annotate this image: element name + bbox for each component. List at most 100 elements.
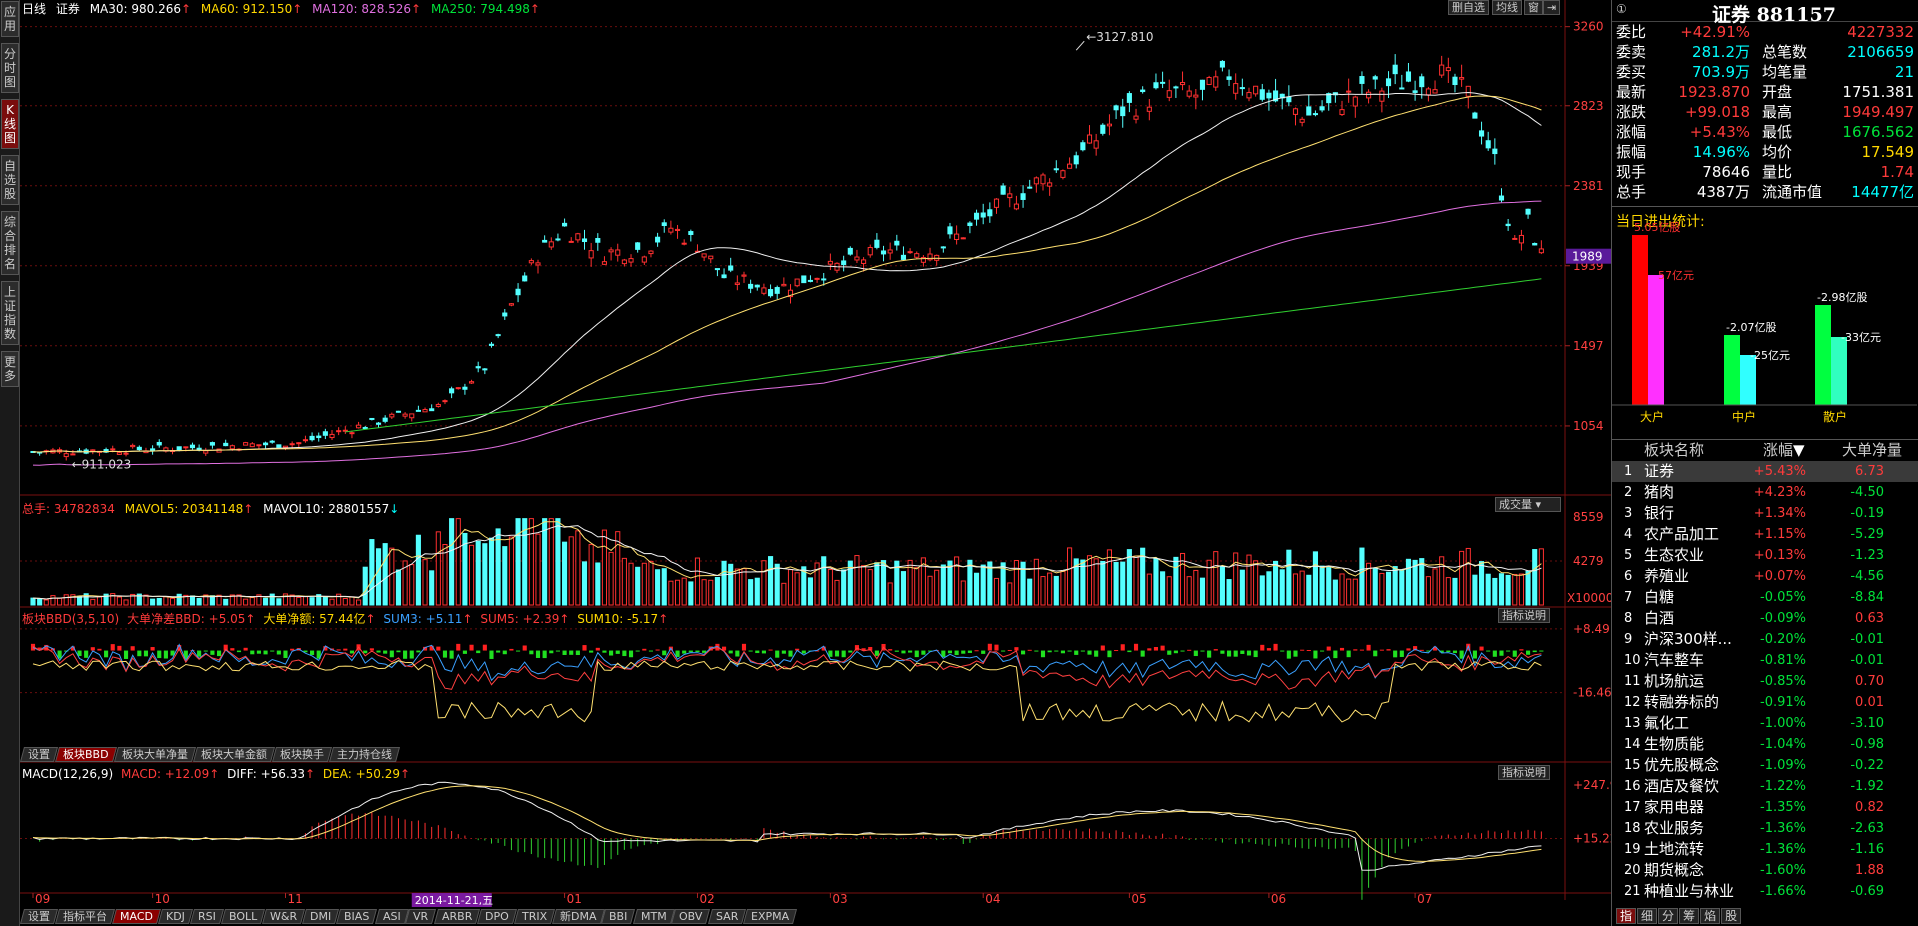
indicator-tab[interactable]: RSI bbox=[189, 909, 224, 924]
board-row[interactable]: 9 沪深300样... -0.20% -0.01 bbox=[1612, 629, 1918, 650]
row-index: 1 bbox=[1624, 464, 1633, 479]
indicator-tab[interactable]: VR bbox=[405, 909, 437, 924]
tab-bbd-amount[interactable]: 板块大单金额 bbox=[192, 747, 275, 762]
indicator-tab[interactable]: W&R bbox=[262, 909, 306, 924]
volume-bar bbox=[342, 597, 348, 606]
indicator-tab[interactable]: TRIX bbox=[513, 909, 555, 924]
candle-body bbox=[794, 278, 800, 287]
tab-bbd-holding[interactable]: 主力持仓线 bbox=[328, 747, 400, 762]
candle-body bbox=[781, 283, 787, 287]
candle-body bbox=[1053, 168, 1059, 171]
date-label: 09 bbox=[35, 892, 50, 906]
board-row[interactable]: 19 土地流转 -1.36% -1.16 bbox=[1612, 839, 1918, 860]
candle-body bbox=[1492, 148, 1498, 155]
board-row[interactable]: 18 农业服务 -1.36% -2.63 bbox=[1612, 818, 1918, 839]
row-index: 10 bbox=[1624, 653, 1641, 668]
left-tab-ranking[interactable]: 综合排名 bbox=[1, 211, 19, 275]
tab-bbd-net[interactable]: 板块大单净量 bbox=[113, 747, 196, 762]
tab-label: 设置 bbox=[28, 748, 50, 761]
board-row[interactable]: 14 生物质能 -1.04% -0.98 bbox=[1612, 734, 1918, 755]
right-tab[interactable]: 细 bbox=[1637, 908, 1658, 924]
board-name: 土地流转 bbox=[1644, 840, 1705, 858]
board-row[interactable]: 16 酒店及餐饮 -1.22% -1.92 bbox=[1612, 776, 1918, 797]
volume-select[interactable]: 成交量 ▾ bbox=[1495, 497, 1561, 512]
board-name: 白糖 bbox=[1644, 588, 1675, 606]
bbd-bar bbox=[1074, 650, 1079, 655]
board-row[interactable]: 13 氟化工 -1.00% -3.10 bbox=[1612, 713, 1918, 734]
indicator-tab[interactable]: DPO bbox=[477, 909, 517, 924]
board-row[interactable]: 3 银行 +1.34% -0.19 bbox=[1612, 503, 1918, 524]
board-row[interactable]: 6 养殖业 +0.07% -4.56 bbox=[1612, 566, 1918, 587]
board-row[interactable]: 5 生态农业 +0.13% -1.23 bbox=[1612, 545, 1918, 566]
left-tab-app[interactable]: 应用 bbox=[1, 1, 19, 37]
volume-bar bbox=[1372, 567, 1378, 606]
ma250-line bbox=[345, 278, 1542, 433]
board-row[interactable]: 20 期货概念 -1.60% 1.88 bbox=[1612, 860, 1918, 881]
bbd-bar bbox=[735, 650, 740, 657]
board-row[interactable]: 21 种植业与林业 -1.66% -0.69 bbox=[1612, 881, 1918, 902]
board-row[interactable]: 1 证券 +5.43% 6.73 bbox=[1612, 461, 1918, 482]
left-tab-kline[interactable]: K线图 bbox=[1, 99, 19, 149]
candle-body bbox=[967, 222, 973, 227]
col-chg-header[interactable]: 涨幅▼ bbox=[1763, 440, 1805, 461]
bbd-bar bbox=[1213, 649, 1218, 651]
col-name-header[interactable]: 板块名称 bbox=[1644, 441, 1705, 459]
indicator-tab[interactable]: 指标平台 bbox=[54, 909, 116, 924]
col-net-header[interactable]: 大单净量 bbox=[1842, 441, 1903, 459]
board-row[interactable]: 17 家用电器 -1.35% 0.82 bbox=[1612, 797, 1918, 818]
indicator-tab[interactable]: ASI bbox=[374, 909, 409, 924]
tab-bbd-turnover[interactable]: 板块换手 bbox=[271, 747, 332, 762]
period-label[interactable]: 日线 bbox=[22, 2, 47, 16]
indicator-tab[interactable]: BBI bbox=[601, 909, 636, 924]
indicator-tab[interactable]: SAR bbox=[707, 909, 747, 924]
bbd-bar bbox=[1187, 649, 1192, 651]
right-tab[interactable]: 分 bbox=[1658, 908, 1679, 924]
indicator-tab[interactable]: ARBR bbox=[433, 909, 481, 924]
right-tab[interactable]: 指 bbox=[1616, 908, 1637, 924]
board-row[interactable]: 4 农产品加工 +1.15% -5.29 bbox=[1612, 524, 1918, 545]
board-row[interactable]: 2 猪肉 +4.23% -4.50 bbox=[1612, 482, 1918, 503]
tab-bbd[interactable]: 板块BBD bbox=[54, 747, 117, 762]
indicator-tab[interactable]: MACD bbox=[111, 909, 161, 924]
board-row[interactable]: 12 转融券标的 -0.91% 0.01 bbox=[1612, 692, 1918, 713]
volume-bar bbox=[1253, 560, 1259, 606]
macd-help-button[interactable]: 指标说明 bbox=[1498, 765, 1550, 780]
right-tab[interactable]: 焰 bbox=[1700, 908, 1721, 924]
right-tab[interactable]: 筹 bbox=[1679, 908, 1700, 924]
delete-watchlist-button[interactable]: 删自选 bbox=[1448, 0, 1489, 15]
board-row[interactable]: 7 白糖 -0.05% -8.84 bbox=[1612, 587, 1918, 608]
right-tab[interactable]: 股 bbox=[1721, 908, 1742, 924]
indicator-tab[interactable]: KDJ bbox=[157, 909, 193, 924]
bbd-bar bbox=[1173, 650, 1178, 654]
left-tab-more[interactable]: 更多 bbox=[1, 351, 19, 387]
tab-bbd-settings[interactable]: 设置 bbox=[19, 747, 59, 762]
indicator-tab[interactable]: MTM bbox=[632, 909, 675, 924]
bbd-help-button[interactable]: 指标说明 bbox=[1498, 608, 1550, 623]
kline-chart[interactable]: 3260282323811939149710541989←3127.810←91… bbox=[20, 0, 1611, 926]
board-row[interactable]: 15 优先股概念 -1.09% -0.22 bbox=[1612, 755, 1918, 776]
indicator-tab[interactable]: BIAS bbox=[336, 909, 378, 924]
bbd-bar bbox=[635, 650, 640, 652]
volume-bar bbox=[575, 530, 581, 606]
volume-bar bbox=[1120, 561, 1126, 606]
board-row[interactable]: 10 汽车整车 -0.81% -0.01 bbox=[1612, 650, 1918, 671]
volume-bar bbox=[515, 518, 521, 606]
indicator-tab[interactable]: 新DMA bbox=[551, 909, 605, 924]
fullscreen-icon[interactable]: ⇥ bbox=[1543, 0, 1561, 15]
indicator-tab[interactable]: EXPMA bbox=[743, 909, 798, 924]
candle-body bbox=[183, 446, 189, 449]
bbd-bar bbox=[582, 645, 587, 651]
ma-button[interactable]: 均线 bbox=[1492, 0, 1522, 15]
indicator-tab[interactable]: 设置 bbox=[19, 909, 59, 924]
board-row[interactable]: 11 机场航运 -0.85% 0.70 bbox=[1612, 671, 1918, 692]
left-tab-timeshare[interactable]: 分时图 bbox=[1, 43, 19, 93]
volume-bar bbox=[156, 597, 162, 606]
left-tab-shindex[interactable]: 上证指数 bbox=[1, 281, 19, 345]
volume-bar bbox=[1126, 549, 1132, 606]
indicator-tab[interactable]: DMI bbox=[302, 909, 340, 924]
indicator-tab[interactable]: BOLL bbox=[220, 909, 266, 924]
board-row[interactable]: 8 白酒 -0.09% 0.63 bbox=[1612, 608, 1918, 629]
left-tab-watchlist[interactable]: 自选股 bbox=[1, 155, 19, 205]
window-button[interactable]: 窗 bbox=[1524, 0, 1543, 15]
indicator-tab[interactable]: OBV bbox=[671, 909, 711, 924]
